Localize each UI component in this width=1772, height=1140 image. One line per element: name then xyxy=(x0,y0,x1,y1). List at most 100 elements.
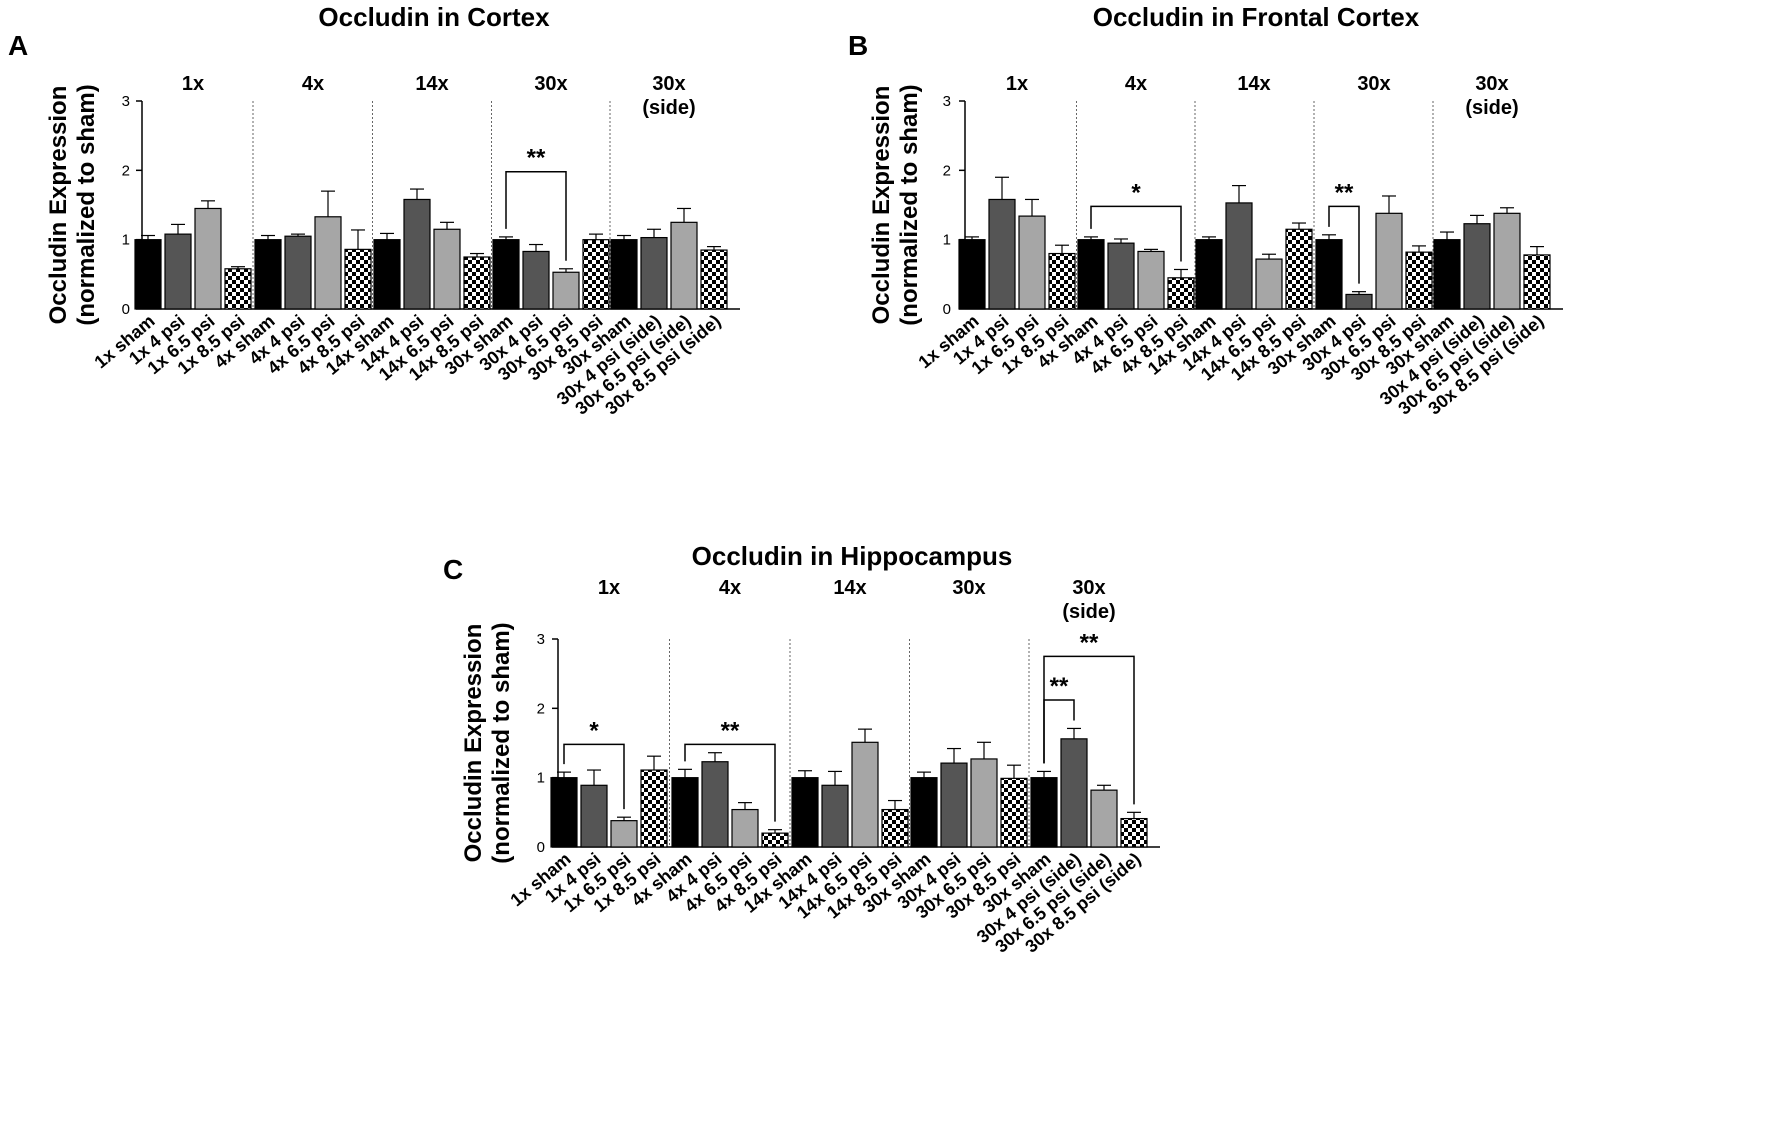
group-label: 1x xyxy=(1006,73,1028,95)
bar xyxy=(463,256,491,310)
group-label: 14x xyxy=(833,577,866,599)
significance-bracket xyxy=(563,743,625,810)
bar xyxy=(1077,239,1105,310)
bar xyxy=(134,239,162,310)
bar xyxy=(670,221,698,310)
y-tick-label: 2 xyxy=(537,700,545,717)
significance-label: * xyxy=(589,717,599,744)
bar xyxy=(1285,228,1313,310)
panel-letter: A xyxy=(8,30,28,61)
bar xyxy=(940,762,968,848)
group-label: 4x xyxy=(719,577,741,599)
bar xyxy=(640,769,668,848)
group-label: 30x (side) xyxy=(1062,577,1115,623)
bar xyxy=(988,198,1016,310)
bar xyxy=(1255,258,1283,310)
bar xyxy=(970,758,998,848)
y-tick-label: 0 xyxy=(943,301,951,318)
group-label-line: 1x xyxy=(1006,73,1028,95)
significance-label: ** xyxy=(1050,673,1069,700)
bar xyxy=(194,207,222,310)
group-label-line: 4x xyxy=(719,577,741,599)
group-label-line: 4x xyxy=(302,73,324,95)
chart-title: Occludin in Cortex xyxy=(318,2,550,32)
bar xyxy=(821,784,849,848)
bar xyxy=(344,248,372,310)
y-axis-label: Occludin Expression(normalized to sham) xyxy=(868,84,923,325)
group-label-line: 30x xyxy=(534,73,567,95)
bar xyxy=(580,784,608,848)
bar xyxy=(1523,254,1551,310)
group-label: 30x (side) xyxy=(642,73,695,119)
significance-bracket xyxy=(1043,655,1135,805)
bar xyxy=(610,820,638,848)
bar xyxy=(1060,738,1088,848)
bar xyxy=(373,239,401,310)
bar xyxy=(284,235,312,310)
significance-label: ** xyxy=(527,145,546,172)
bar xyxy=(791,777,819,848)
y-tick-label: 0 xyxy=(537,839,545,856)
significance-label: * xyxy=(1131,179,1141,206)
group-label: 4x xyxy=(302,73,324,95)
bar xyxy=(1107,242,1135,310)
bar xyxy=(550,777,578,848)
group-label-line: (side) xyxy=(1465,97,1518,119)
chart-title: Occludin in Hippocampus xyxy=(692,541,1013,571)
y-axis-label: Occludin Expression(normalized to sham) xyxy=(460,622,515,863)
group-label: 14x xyxy=(415,73,448,95)
bar xyxy=(1030,777,1058,848)
bar xyxy=(1137,250,1165,310)
bar xyxy=(610,239,638,310)
chart-panel-a: A Occludin in Cortex Occludin Expression(n… xyxy=(8,2,740,419)
panel-letter: C xyxy=(443,554,463,585)
bar xyxy=(254,239,282,310)
bar xyxy=(671,777,699,848)
group-label-line: 14x xyxy=(833,577,866,599)
bar xyxy=(1315,239,1343,310)
y-axis-label: Occludin Expression(normalized to sham) xyxy=(45,84,100,325)
y-tick-label: 3 xyxy=(122,93,130,110)
chart-title: Occludin in Frontal Cortex xyxy=(1093,2,1420,32)
bar xyxy=(492,239,520,310)
group-label: 30x xyxy=(1357,73,1390,95)
bar xyxy=(1018,215,1046,310)
y-tick-label: 3 xyxy=(943,93,951,110)
group-label: 4x xyxy=(1125,73,1147,95)
group-label-line: 14x xyxy=(415,73,448,95)
bar xyxy=(1000,777,1028,848)
bar xyxy=(1048,252,1076,310)
bar xyxy=(224,268,252,310)
significance-label: ** xyxy=(1335,179,1354,206)
significance-bracket xyxy=(684,743,776,822)
chart-panel-c: C Occludin in Hippocampus Occludin Express… xyxy=(443,541,1160,957)
y-axis-label-line: (normalized to sham) xyxy=(73,84,100,325)
y-tick-label: 1 xyxy=(537,770,545,787)
bar xyxy=(701,761,729,848)
group-label: 1x xyxy=(598,577,620,599)
bar xyxy=(910,777,938,848)
y-tick-label: 3 xyxy=(537,631,545,648)
bar xyxy=(1493,212,1521,310)
bar xyxy=(314,216,342,310)
bar xyxy=(433,228,461,310)
bar xyxy=(881,808,909,848)
group-label-line: 1x xyxy=(598,577,620,599)
bar xyxy=(700,249,728,310)
group-label: 30x (side) xyxy=(1465,73,1518,119)
group-label-line: 4x xyxy=(1125,73,1147,95)
group-label-line: 30x xyxy=(1357,73,1390,95)
significance-label: ** xyxy=(721,717,740,744)
group-label-line: (side) xyxy=(642,97,695,119)
bar xyxy=(1225,202,1253,310)
group-label-line: (side) xyxy=(1062,601,1115,623)
group-label: 1x xyxy=(182,73,204,95)
y-axis-label-line: (normalized to sham) xyxy=(896,84,923,325)
bar xyxy=(552,271,580,310)
y-tick-label: 0 xyxy=(122,301,130,318)
bar xyxy=(851,741,879,848)
group-label: 30x xyxy=(952,577,985,599)
significance-label: ** xyxy=(1080,629,1099,656)
significance-bracket xyxy=(505,170,567,261)
